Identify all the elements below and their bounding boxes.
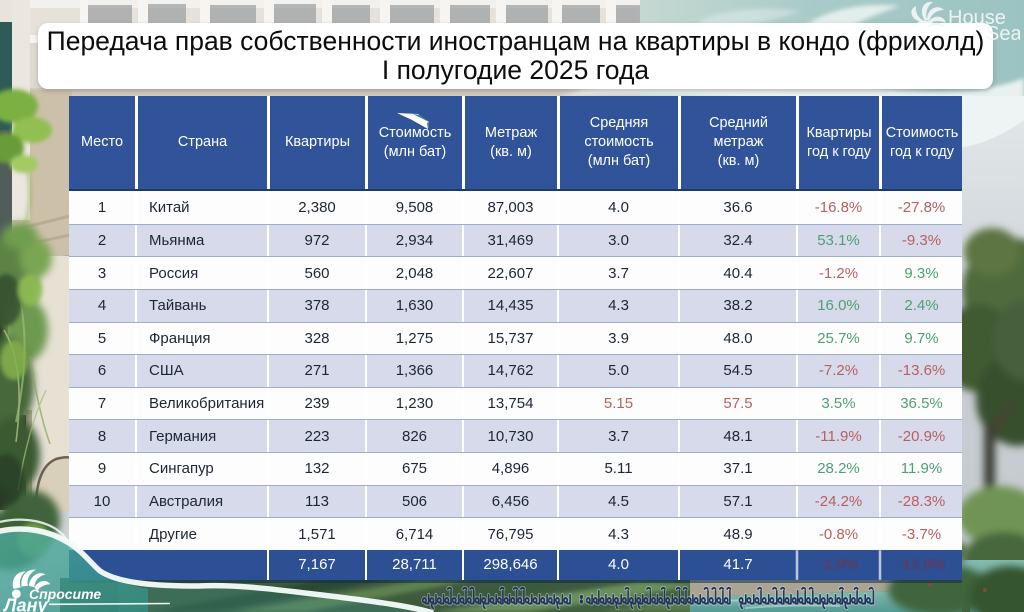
svg-text:Sea: Sea [986,23,1020,45]
svg-text:House: House [948,7,1006,29]
svg-text:Лану: Лану [2,596,48,612]
